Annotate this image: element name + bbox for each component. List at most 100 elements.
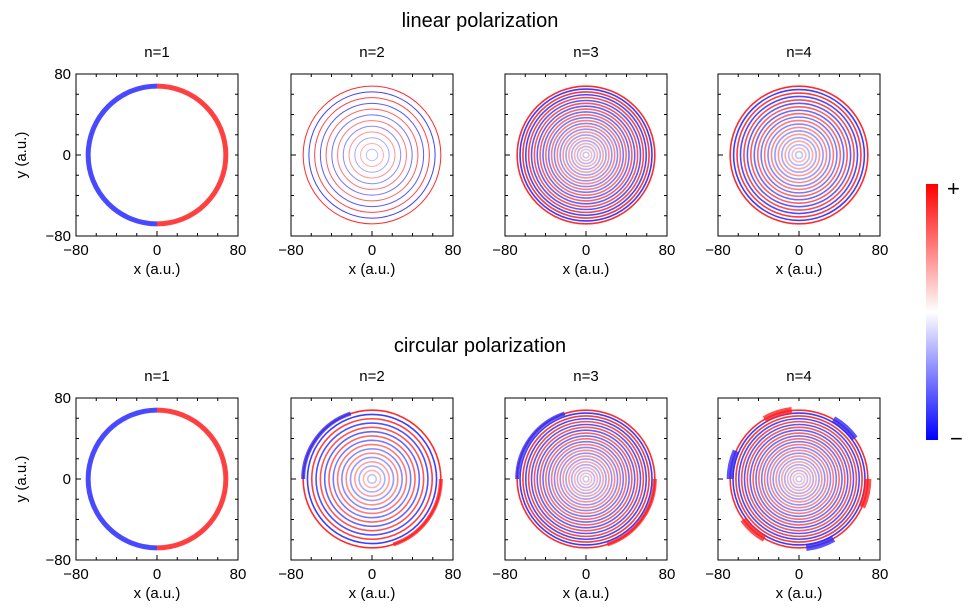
ring — [328, 435, 416, 523]
colorbar-min-label: − — [950, 426, 963, 451]
ring — [362, 469, 382, 489]
ring — [579, 148, 593, 162]
panel-image — [85, 83, 229, 227]
x-tick-label: 0 — [582, 242, 590, 259]
ring — [353, 460, 391, 498]
ring — [341, 448, 403, 510]
ring — [315, 422, 429, 536]
x-tick-label: 80 — [659, 566, 676, 583]
panel-image — [729, 85, 869, 225]
ring — [562, 131, 610, 179]
ring — [366, 473, 378, 485]
ring — [795, 475, 803, 483]
ring — [542, 435, 630, 523]
x-tick-label: 80 — [445, 566, 462, 583]
ring — [766, 446, 832, 512]
ring — [775, 455, 823, 503]
panel-title: n=2 — [359, 368, 384, 385]
ring — [342, 125, 402, 185]
ring — [749, 429, 849, 529]
panel-title: n=2 — [359, 44, 384, 61]
ring — [337, 120, 407, 190]
ring — [306, 413, 438, 545]
ring — [559, 128, 613, 182]
ring-left — [85, 407, 158, 551]
x-tick-label: 80 — [445, 242, 462, 259]
ring — [533, 102, 639, 208]
ring — [314, 97, 430, 213]
y-tick-label: 80 — [54, 390, 71, 407]
x-axis-label: x (a.u.) — [349, 261, 396, 278]
x-tick-label: 80 — [872, 566, 889, 583]
x-tick-label: −80 — [278, 242, 303, 259]
ring — [752, 432, 846, 526]
y-tick-label: −80 — [46, 228, 71, 245]
panel-image — [301, 409, 443, 549]
ring — [542, 111, 630, 199]
ring — [553, 122, 619, 188]
ring — [746, 426, 852, 532]
ring — [570, 463, 602, 495]
ring — [302, 85, 442, 225]
ring — [539, 432, 633, 526]
x-tick-label: 0 — [582, 566, 590, 583]
ring — [556, 125, 616, 185]
ring — [527, 420, 645, 538]
ring — [573, 142, 599, 168]
ring — [582, 151, 590, 159]
ring — [573, 466, 599, 492]
ring — [789, 469, 809, 489]
ring — [553, 446, 619, 512]
y-tick-label: 0 — [63, 147, 71, 164]
ring — [763, 443, 835, 515]
ring — [360, 143, 384, 167]
ring — [519, 88, 653, 222]
ring — [345, 452, 399, 506]
colorbar-max-label: + — [947, 176, 960, 201]
ring-lobe — [515, 411, 566, 480]
ring — [780, 460, 818, 498]
ring — [559, 452, 613, 506]
x-tick-label: −80 — [705, 242, 730, 259]
panel-frame — [75, 397, 239, 561]
ring — [539, 108, 633, 202]
ring — [533, 426, 639, 532]
panel-frame — [75, 73, 239, 237]
row-title-circular: circular polarization — [394, 335, 566, 357]
panel-image — [302, 85, 442, 225]
ring — [740, 420, 858, 538]
ring — [319, 102, 425, 208]
ring — [746, 102, 852, 208]
x-axis-label: x (a.u.) — [134, 585, 181, 602]
panel-r1-c0: n=1 −80 0 80 x (a.u.) 80 0 −80 y (a.u.) — [13, 368, 246, 602]
ring-lobe — [726, 449, 740, 480]
ring-lobe — [740, 517, 767, 542]
x-axis-label: x (a.u.) — [563, 261, 610, 278]
ring — [547, 440, 625, 518]
panel-frame — [290, 73, 454, 237]
ring — [354, 137, 390, 173]
ring — [365, 148, 379, 162]
ring — [358, 465, 386, 493]
ring — [530, 423, 642, 535]
ring — [758, 438, 840, 520]
ring — [774, 130, 824, 180]
panel-r0-c3: n=4 −80 0 80 x (a.u.) — [705, 44, 888, 278]
ring — [536, 429, 636, 529]
panel-title: n=3 — [573, 368, 598, 385]
panel-r1-c3: n=4 −80 0 80 x (a.u.) — [705, 368, 888, 602]
ring — [739, 95, 859, 215]
ring — [737, 417, 861, 541]
panel-image — [85, 407, 229, 551]
ring — [522, 415, 650, 543]
ring — [786, 466, 812, 492]
y-axis-label: y (a.u.) — [13, 456, 30, 503]
panel-image — [726, 407, 872, 551]
x-tick-label: 80 — [872, 242, 889, 259]
ring — [536, 105, 636, 205]
ring-lobe — [805, 535, 836, 551]
ring — [348, 131, 396, 179]
y-tick-label: −80 — [46, 552, 71, 569]
ring — [743, 99, 855, 211]
